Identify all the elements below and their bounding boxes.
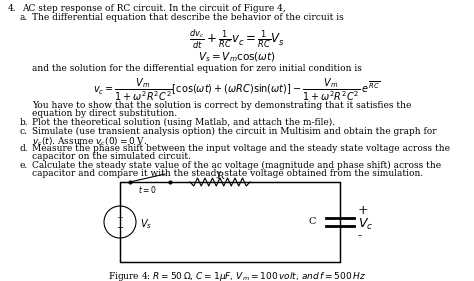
Text: and the solution for the differential equation for zero initial condition is: and the solution for the differential eq… <box>32 64 362 73</box>
Bar <box>120 182 340 262</box>
Text: $\frac{dv_c}{dt} + \frac{1}{RC}v_c = \frac{1}{RC}V_s$: $\frac{dv_c}{dt} + \frac{1}{RC}v_c = \fr… <box>189 28 285 51</box>
Text: Figure 4: $R = 50\,\Omega,\,C = 1\mu F,\,V_m = 100\,volt,\,and\,f = 500\,Hz$: Figure 4: $R = 50\,\Omega,\,C = 1\mu F,\… <box>108 270 366 281</box>
Text: Calculate the steady state value of the ac voltage (magnitude and phase shift) a: Calculate the steady state value of the … <box>32 161 441 170</box>
Text: $t{=}0$: $t{=}0$ <box>138 184 157 195</box>
Text: capacitor on the simulated circuit.: capacitor on the simulated circuit. <box>32 152 191 161</box>
Text: b.: b. <box>20 118 28 127</box>
Text: R: R <box>216 172 224 181</box>
Text: C: C <box>309 217 316 226</box>
Text: equation by direct substitution.: equation by direct substitution. <box>32 109 177 118</box>
Text: -: - <box>358 230 362 243</box>
Text: +: + <box>117 214 123 222</box>
Text: Plot the theoretical solution (using Matlab, and attach the m-file).: Plot the theoretical solution (using Mat… <box>32 118 335 127</box>
Text: +: + <box>358 203 369 216</box>
Text: d.: d. <box>20 144 28 153</box>
Text: $V_s$: $V_s$ <box>140 217 152 231</box>
Text: e.: e. <box>20 161 28 170</box>
Text: Measure the phase shift between the input voltage and the steady state voltage a: Measure the phase shift between the inpu… <box>32 144 450 153</box>
Text: $v_c = \dfrac{V_m}{1+\omega^2 R^2 C^2}[\cos(\omega t) + (\omega RC)\sin(\omega t: $v_c = \dfrac{V_m}{1+\omega^2 R^2 C^2}[\… <box>93 76 381 103</box>
Text: $V_s = V_m\cos(\omega t)$: $V_s = V_m\cos(\omega t)$ <box>198 50 276 64</box>
Text: You have to show that the solution is correct by demonstrating that it satisfies: You have to show that the solution is co… <box>32 101 411 110</box>
Text: a.: a. <box>20 13 28 22</box>
Text: $V_c$: $V_c$ <box>358 216 373 232</box>
Text: AC step response of RC circuit. In the circuit of Figure 4,: AC step response of RC circuit. In the c… <box>22 4 286 13</box>
Text: Simulate (use transient analysis option) the circuit in Multisim and obtain the : Simulate (use transient analysis option)… <box>32 127 437 136</box>
Text: c.: c. <box>20 127 28 136</box>
Text: capacitor and compare it with the steady state voltage obtained from the simulat: capacitor and compare it with the steady… <box>32 169 423 178</box>
Text: 4.: 4. <box>8 4 17 13</box>
Text: −: − <box>117 224 124 232</box>
Text: The differential equation that describe the behavior of the circuit is: The differential equation that describe … <box>32 13 344 22</box>
Text: $v_c(t)$. Assume $v_c(0) = 0$ V.: $v_c(t)$. Assume $v_c(0) = 0$ V. <box>32 135 147 148</box>
